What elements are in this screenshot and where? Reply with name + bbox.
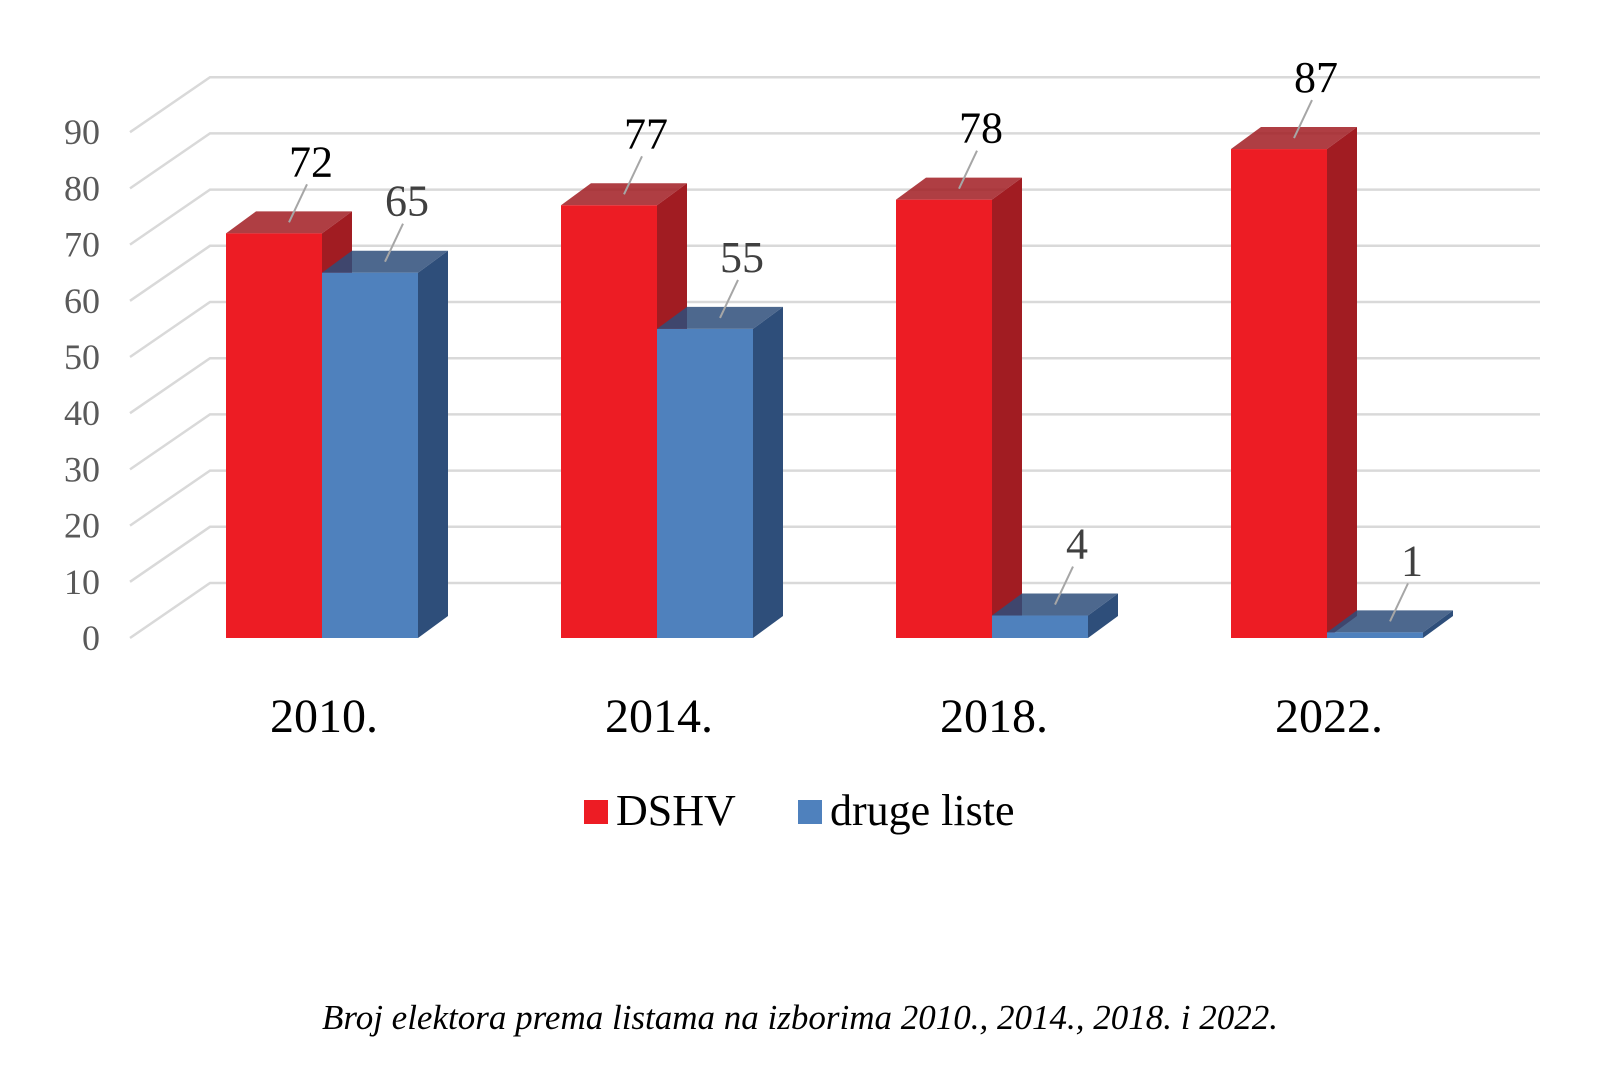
bar-chart: 0 10 20 30 40 50 60 70 80 90 72 65 77 55 78 4 87 1 2010.… (64, 53, 1540, 835)
bar (322, 250, 448, 638)
bar (896, 177, 1022, 638)
leader-line (288, 183, 308, 223)
x-tick-label: 2022. (1275, 690, 1383, 743)
gridline (129, 132, 1540, 190)
data-label: 65 (385, 177, 429, 226)
y-tick-label: 10 (64, 562, 100, 602)
bar-side (1423, 610, 1453, 638)
bar (1231, 127, 1357, 638)
bar-front (322, 272, 418, 638)
bar-front (561, 205, 657, 638)
gridline (129, 469, 1540, 527)
bar-front (657, 328, 753, 638)
legend-item: DSHV (584, 786, 736, 835)
leader-line (384, 223, 404, 263)
y-tick-label: 60 (64, 281, 100, 321)
leader-line (1054, 566, 1074, 605)
legend: DSHV druge liste (584, 786, 1015, 835)
y-tick-label: 50 (64, 337, 100, 377)
leader-line (1293, 99, 1313, 139)
gridline (129, 413, 1540, 471)
x-tick-label: 2014. (605, 690, 713, 743)
leader-line (719, 279, 739, 319)
data-label: 77 (624, 109, 668, 158)
data-label: 4 (1066, 520, 1088, 569)
y-tick-label: 30 (64, 449, 100, 489)
y-tick-label: 40 (64, 393, 100, 433)
bar-front (1327, 632, 1423, 638)
bar-front (226, 233, 322, 639)
gridline (129, 244, 1540, 302)
category-labels: 2010. 2014. 2018. 2022. (270, 690, 1383, 743)
y-tick-label: 90 (64, 112, 100, 152)
data-labels: 72 65 77 55 78 4 87 1 (288, 53, 1423, 622)
bar-side (992, 177, 1022, 638)
gridline (129, 356, 1540, 415)
gridline (129, 75, 1540, 134)
y-tick-label: 0 (82, 618, 100, 658)
data-label: 55 (720, 233, 764, 282)
bar-side (1327, 127, 1357, 638)
gridline (129, 525, 1540, 583)
figure-caption: Broj elektora prema listama na izborima … (322, 998, 1278, 1037)
legend-label: DSHV (616, 786, 736, 835)
bar-front (992, 615, 1088, 638)
y-tick-label: 70 (64, 225, 100, 265)
legend-label: druge liste (830, 786, 1015, 835)
data-label: 78 (959, 104, 1003, 153)
bar (657, 306, 783, 638)
leader-line (623, 155, 643, 195)
x-tick-label: 2010. (270, 690, 378, 743)
data-label: 1 (1401, 536, 1423, 585)
legend-swatch (798, 800, 822, 824)
y-tick-label: 80 (64, 168, 100, 208)
legend-swatch (584, 800, 608, 824)
y-axis-ticks: 0 10 20 30 40 50 60 70 80 90 (64, 112, 100, 658)
gridline (129, 581, 1540, 640)
gridline (129, 300, 1540, 359)
bar-side (418, 250, 448, 638)
leader-line (958, 150, 978, 190)
data-label: 87 (1294, 53, 1338, 102)
bar-front (1231, 149, 1327, 638)
legend-item: druge liste (798, 786, 1015, 835)
bar-side (753, 306, 783, 638)
bar-side (1088, 593, 1118, 638)
leader-line (1389, 582, 1409, 622)
y-tick-label: 20 (64, 506, 100, 546)
bar-front (896, 199, 992, 638)
data-label: 72 (289, 137, 333, 186)
gridlines (129, 75, 1540, 640)
x-tick-label: 2018. (940, 690, 1048, 743)
bars (226, 127, 1453, 639)
gridline (129, 188, 1540, 246)
